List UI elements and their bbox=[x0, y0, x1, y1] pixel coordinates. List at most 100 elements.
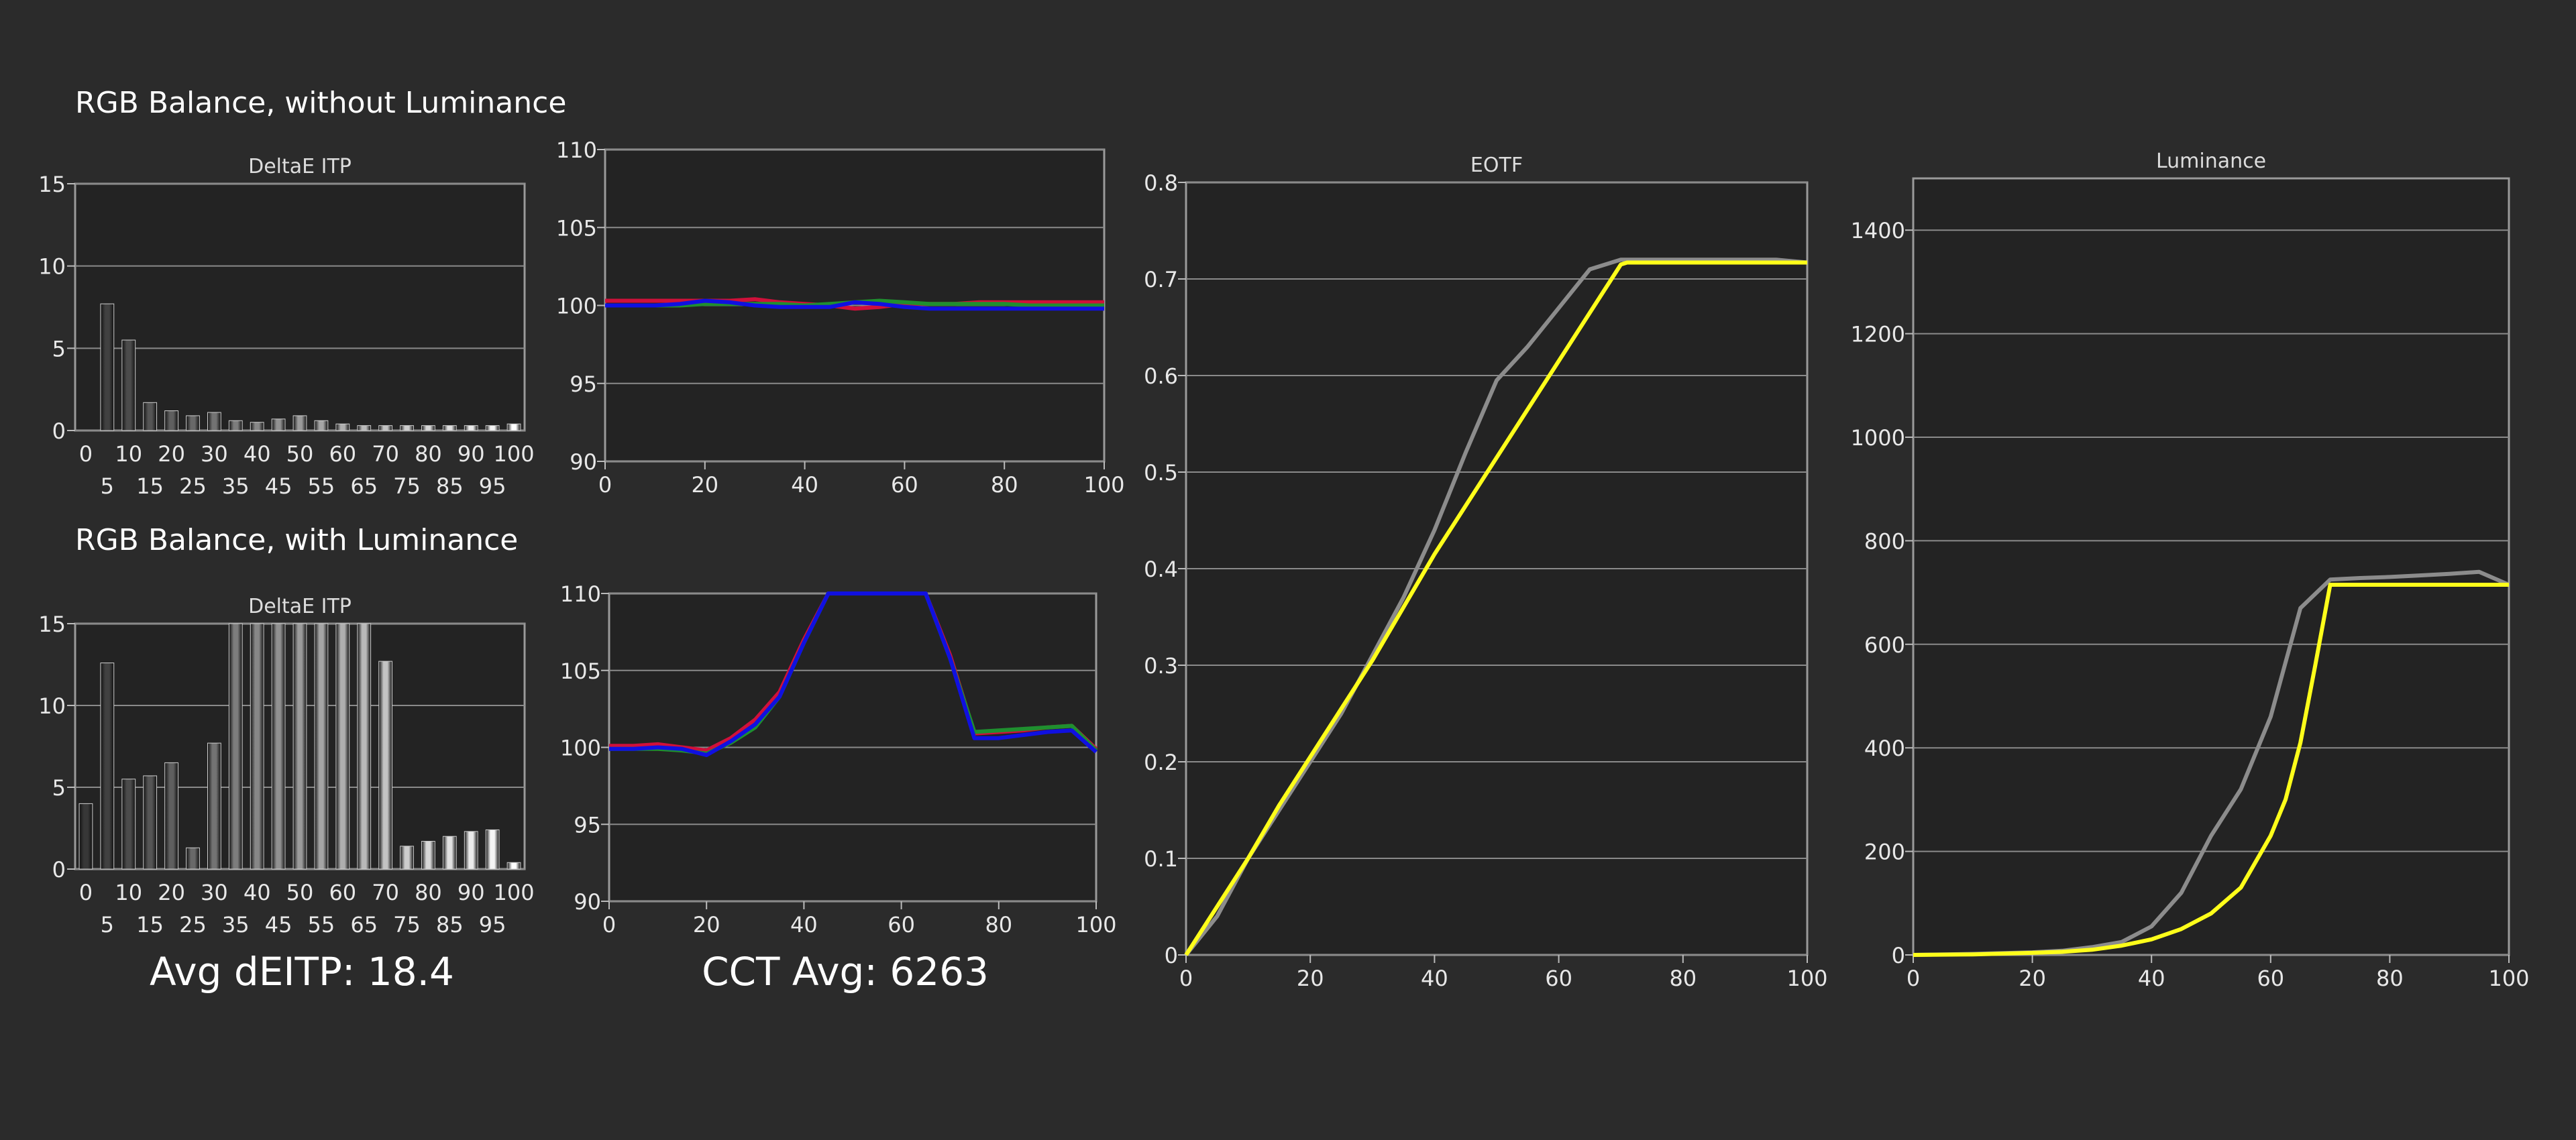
bar bbox=[357, 425, 372, 431]
y-tick-label: 0.3 bbox=[1144, 653, 1178, 679]
gray-series-line bbox=[1184, 258, 1808, 956]
bar bbox=[186, 847, 200, 870]
x-tick-label: 85 bbox=[436, 912, 464, 937]
bar bbox=[164, 762, 178, 870]
y-tick-label: 10 bbox=[38, 693, 66, 719]
y-tick-label: 5 bbox=[52, 775, 66, 801]
x-tick-label: 0 bbox=[602, 912, 616, 937]
x-tick-label: 5 bbox=[101, 473, 114, 499]
y-tick-label: 0.5 bbox=[1144, 460, 1178, 486]
x-tick-label: 0 bbox=[1179, 966, 1193, 991]
y-tick-label: 100 bbox=[556, 294, 597, 319]
x-tick-label: 80 bbox=[1669, 966, 1697, 991]
bar bbox=[357, 623, 372, 870]
section-title-with-luminance: RGB Balance, with Luminance bbox=[75, 523, 519, 557]
x-tick-label: 100 bbox=[2488, 966, 2529, 991]
x-tick-label: 100 bbox=[494, 880, 535, 905]
y-tick-label: 95 bbox=[574, 812, 601, 838]
x-tick-label: 60 bbox=[1545, 966, 1572, 991]
x-tick-label: 0 bbox=[79, 880, 93, 905]
x-tick-label: 50 bbox=[286, 880, 314, 905]
y-tick-label: 110 bbox=[560, 581, 601, 607]
y-tick-label: 600 bbox=[1864, 632, 1905, 658]
x-tick-label: 90 bbox=[458, 880, 485, 905]
x-tick-label: 20 bbox=[158, 880, 185, 905]
bar bbox=[314, 420, 329, 431]
x-tick-label: 40 bbox=[244, 441, 271, 467]
bar bbox=[121, 779, 136, 870]
x-tick-label: 65 bbox=[350, 473, 378, 499]
x-tick-label: 60 bbox=[891, 472, 918, 498]
luminance-plot-area bbox=[1912, 177, 2510, 956]
y-tick-label: 95 bbox=[570, 372, 597, 397]
blue-series-line bbox=[605, 298, 1104, 311]
x-tick-label: 80 bbox=[2376, 966, 2404, 991]
x-tick-label: 80 bbox=[415, 880, 442, 905]
deltae-without-plot-area bbox=[74, 182, 526, 432]
bar bbox=[143, 402, 158, 431]
bar bbox=[292, 415, 307, 431]
bar bbox=[442, 836, 457, 870]
bar bbox=[121, 339, 136, 431]
y-tick-label: 10 bbox=[38, 254, 66, 280]
x-tick-label: 30 bbox=[201, 441, 228, 467]
x-tick-label: 40 bbox=[2138, 966, 2165, 991]
y-tick-label: 1000 bbox=[1851, 425, 1905, 451]
x-tick-label: 25 bbox=[179, 912, 207, 937]
x-tick-label: 40 bbox=[244, 880, 271, 905]
y-tick-label: 0 bbox=[1165, 943, 1178, 968]
bar bbox=[485, 829, 500, 870]
x-tick-label: 15 bbox=[136, 912, 164, 937]
bar bbox=[100, 303, 115, 431]
bar bbox=[314, 623, 329, 870]
bar bbox=[228, 623, 243, 870]
x-tick-label: 70 bbox=[372, 880, 399, 905]
rgb-with-chart: 90 95 100 105 110 0 20 40 60 80 100 bbox=[560, 581, 1117, 937]
bar bbox=[100, 663, 115, 870]
bar bbox=[378, 425, 393, 431]
x-tick-label: 5 bbox=[101, 912, 114, 937]
y-tick-label: 0.4 bbox=[1144, 557, 1178, 582]
y-tick-label: 0.7 bbox=[1144, 267, 1178, 292]
y-tick-label: 0.6 bbox=[1144, 363, 1178, 389]
x-tick-label: 20 bbox=[1297, 966, 1324, 991]
bar bbox=[250, 623, 264, 870]
y-tick-label: 800 bbox=[1864, 528, 1905, 554]
x-tick-label: 100 bbox=[1786, 966, 1827, 991]
bar bbox=[143, 775, 158, 870]
bar bbox=[400, 846, 414, 870]
x-tick-label: 0 bbox=[1907, 966, 1920, 991]
bar bbox=[250, 422, 264, 431]
yellow-series-line bbox=[1184, 260, 1807, 956]
x-tick-label: 70 bbox=[372, 441, 399, 467]
y-tick-label: 0 bbox=[52, 418, 66, 444]
x-tick-label: 0 bbox=[79, 441, 93, 467]
x-tick-label: 20 bbox=[691, 472, 718, 498]
x-tick-label: 40 bbox=[790, 912, 818, 937]
x-tick-label: 0 bbox=[598, 472, 612, 498]
chart-title: Luminance bbox=[2156, 150, 2266, 173]
bar bbox=[464, 425, 478, 431]
bar bbox=[271, 623, 286, 870]
x-tick-label: 60 bbox=[329, 880, 356, 905]
y-tick-label: 0 bbox=[52, 857, 66, 882]
x-tick-label: 20 bbox=[2019, 966, 2046, 991]
chart-title: EOTF bbox=[1470, 154, 1523, 177]
bar bbox=[207, 742, 221, 870]
x-tick-label: 50 bbox=[286, 441, 314, 467]
x-tick-label: 95 bbox=[479, 473, 506, 499]
x-tick-label: 15 bbox=[136, 473, 164, 499]
y-tick-label: 90 bbox=[570, 449, 597, 475]
x-tick-label: 60 bbox=[329, 441, 356, 467]
x-tick-label: 10 bbox=[115, 441, 142, 467]
x-tick-label: 30 bbox=[201, 880, 228, 905]
x-tick-label: 95 bbox=[479, 912, 506, 937]
y-tick-label: 200 bbox=[1864, 840, 1905, 865]
y-tick-label: 105 bbox=[556, 215, 597, 241]
bar bbox=[421, 841, 435, 870]
luminance-chart: 0 200 400 600 800 1000 1200 1400 0 20 40 60 80 100 Lum… bbox=[1851, 150, 2530, 991]
y-tick-label: 15 bbox=[38, 172, 66, 197]
x-tick-label: 90 bbox=[458, 441, 485, 467]
